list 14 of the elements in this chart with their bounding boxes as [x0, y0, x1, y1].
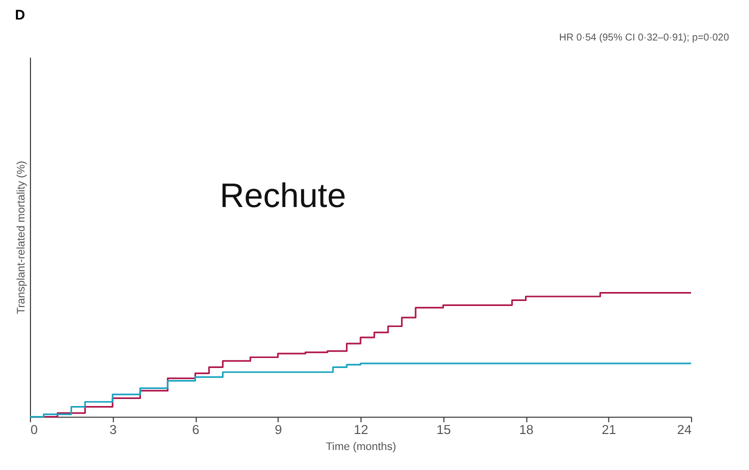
text: HR 0·54 (95% CI 0·32–0·91); p=0·020 [559, 32, 730, 44]
text: Rechute [220, 177, 346, 216]
x-axis-title: Time (months) [326, 441, 396, 454]
x-tick-label: 24 [677, 422, 692, 438]
x-tick-label: 6 [192, 422, 200, 438]
x-tick-label: 3 [109, 422, 117, 438]
x-tick-label: 21 [602, 422, 616, 438]
x-tick-label: 18 [519, 422, 534, 438]
y-axis-title: Transplant-related mortality (%) [15, 160, 28, 314]
x-tick-label: 15 [436, 422, 451, 438]
x-tick-label: 0 [30, 422, 38, 438]
x-tick-label: 9 [274, 422, 282, 438]
chart-title: D [14, 6, 26, 22]
x-tick-label: 12 [354, 422, 368, 438]
